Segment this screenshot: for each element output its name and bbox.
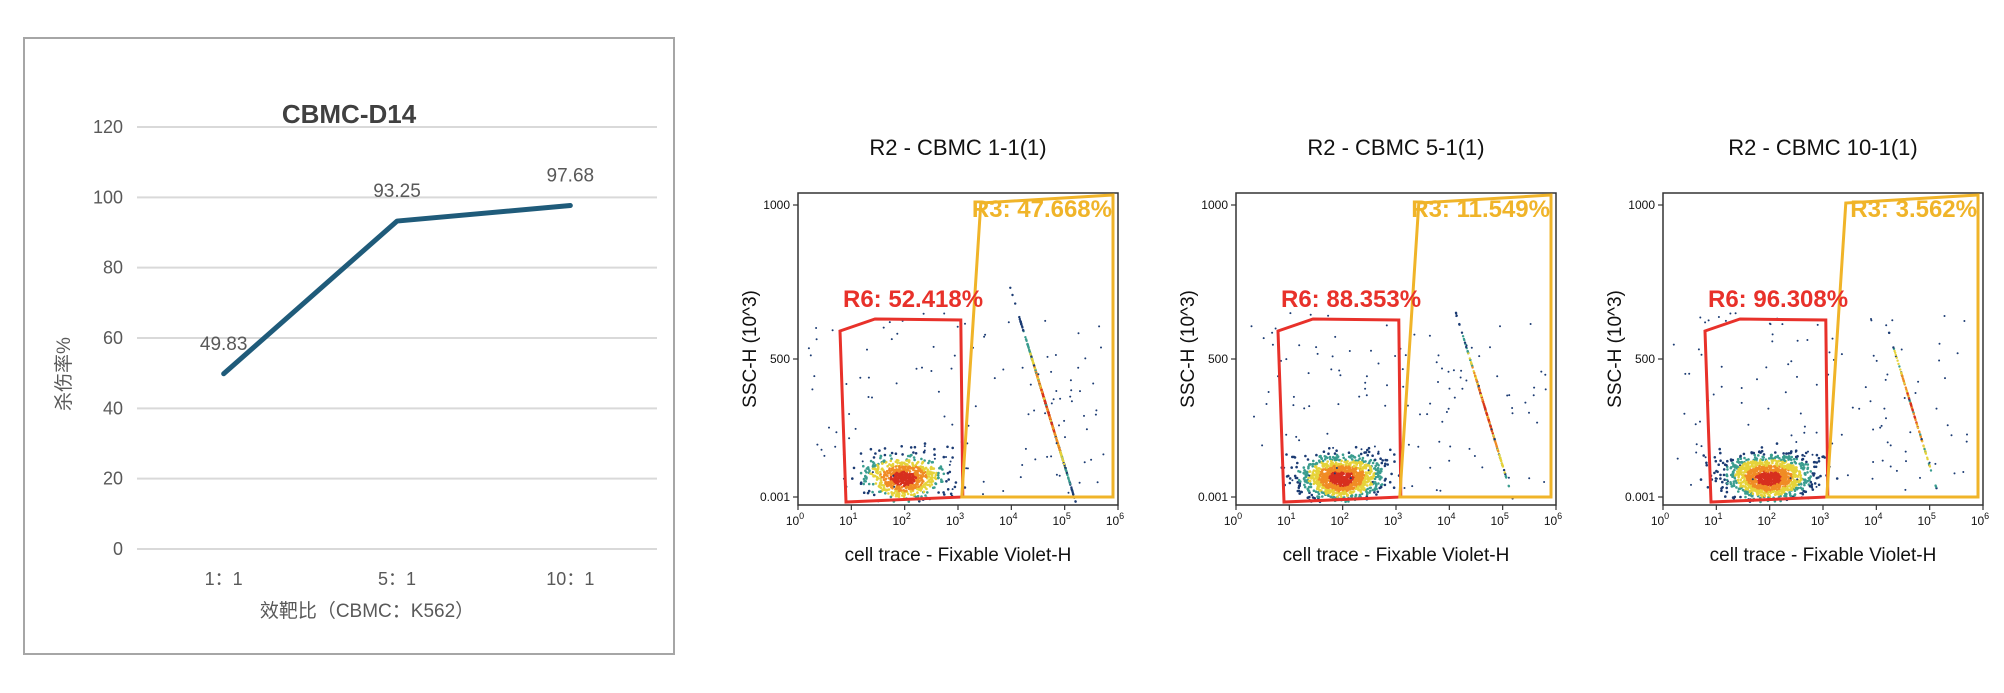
plot-frame [1235,192,1557,506]
x-tick-label: 104 [1437,511,1455,528]
gridlines [137,126,657,550]
x-tick-label: 106 [1106,511,1124,528]
gate-r6-label: R6: 88.353% [1281,286,1421,313]
data-label: 97.68 [547,165,595,186]
x-tick-label: 101 [839,511,857,528]
x-tick-label: 102 [1757,511,1775,528]
y-tick-labels: 0 20 40 60 80 100 120 [93,117,123,559]
y-tick-label: 100 [93,187,123,207]
gate-r6 [1276,317,1403,504]
y-tick-label: 0.001 [1625,490,1655,504]
data-label: 93.25 [373,181,421,202]
x-tick-label: 10：1 [546,569,594,589]
x-tick-label: 5：1 [378,569,416,589]
plot-title: R2 - CBMC 10-1(1) [1728,135,1917,160]
x-tick-label: 102 [1330,511,1348,528]
y-tick-label: 120 [93,117,123,137]
gate-r6-label: R6: 96.308% [1708,286,1848,313]
y-axis-label: 杀伤率% [53,337,75,411]
x-axis-label: cell trace - Fixable Violet-H [1283,545,1510,566]
plot-title: R2 - CBMC 1-1(1) [869,135,1046,160]
x-tick-label: 103 [1384,511,1402,528]
event-dots [807,286,1105,503]
x-tick-label: 1：1 [205,569,243,589]
x-tick-label: 104 [999,511,1017,528]
flow-plot-svg: R2 - CBMC 10-1(1) 1000 500 0.001 100 101 102 10… [1605,135,1989,566]
flow-plot-svg: R2 - CBMC 1-1(1) 1000 500 0.001 100 101 102 103… [740,135,1124,566]
gate-r3-label: R3: 47.668% [972,196,1112,223]
x-tick-label: 103 [946,511,964,528]
gate-r6-label: R6: 52.418% [843,286,983,313]
data-label: 49.83 [200,334,248,355]
gate-r6 [838,317,965,504]
x-tick-label: 106 [1971,511,1989,528]
x-tick-label: 102 [892,511,910,528]
plot-title: R2 - CBMC 5-1(1) [1307,135,1484,160]
gate-r3 [1825,193,1980,499]
y-tick-label: 20 [103,469,123,489]
gate-r3-label: R3: 11.549% [1411,196,1550,223]
y-tick-label: 1000 [1201,198,1228,212]
gate-r6 [1703,317,1830,504]
data-labels: 49.83 93.25 97.68 [200,165,594,354]
plot-frame [1662,192,1984,506]
y-axis-label: SSC-H (10^3) [1178,290,1199,408]
y-axis-label: SSC-H (10^3) [740,290,761,408]
y-tick-label: 0.001 [1198,490,1228,504]
x-tick-labels: 1：1 5：1 10：1 [205,569,595,589]
flow-plot-5-1: R2 - CBMC 5-1(1) 1000 500 0.001 100 101 102 103… [1168,125,1568,585]
gate-r3-label: R3: 3.562% [1850,196,1977,223]
x-axis-label: cell trace - Fixable Violet-H [845,545,1072,566]
line-chart-panel: CBMC-D14 0 20 40 60 80 100 120 1：1 5：1 10：1 49.8… [23,37,675,655]
x-tick-label: 105 [1917,511,1935,528]
x-tick-label: 101 [1277,511,1295,528]
x-tick-label: 105 [1052,511,1070,528]
y-axis-label: SSC-H (10^3) [1605,290,1626,408]
event-dots [1672,312,1968,504]
event-dots [1250,311,1547,504]
gate-r3 [960,193,1115,499]
x-tick-label: 100 [1651,511,1669,528]
x-tick-label: 100 [786,511,804,528]
y-tick-label: 80 [103,258,123,278]
y-tick-label: 0.001 [760,490,790,504]
x-tick-label: 103 [1811,511,1829,528]
x-axis-label: 效靶比（CBMC：K562） [260,600,474,622]
y-tick-label: 500 [1208,352,1228,366]
line-chart: CBMC-D14 0 20 40 60 80 100 120 1：1 5：1 10：1 49.8… [53,99,657,622]
plot-frame [797,192,1119,506]
series-line [221,202,573,377]
x-tick-label: 106 [1544,511,1562,528]
y-tick-label: 1000 [763,198,790,212]
x-axis-label: cell trace - Fixable Violet-H [1710,545,1937,566]
y-tick-label: 40 [103,398,123,418]
y-tick-label: 60 [103,328,123,348]
flow-plot-10-1: R2 - CBMC 10-1(1) 1000 500 0.001 100 101 102 10… [1595,125,1995,585]
chart-title: CBMC-D14 [282,99,417,129]
gate-r3 [1398,193,1553,499]
x-tick-label: 104 [1864,511,1882,528]
x-tick-label: 101 [1704,511,1722,528]
y-tick-label: 0 [113,539,123,559]
x-tick-label: 105 [1490,511,1508,528]
x-tick-label: 100 [1224,511,1242,528]
y-tick-label: 500 [1635,352,1655,366]
y-tick-label: 1000 [1628,198,1655,212]
y-tick-label: 500 [770,352,790,366]
flow-plot-svg: R2 - CBMC 5-1(1) 1000 500 0.001 100 101 102 103… [1178,135,1562,566]
flow-plot-1-1: R2 - CBMC 1-1(1) 1000 500 0.001 100 101 102 103… [730,125,1130,585]
